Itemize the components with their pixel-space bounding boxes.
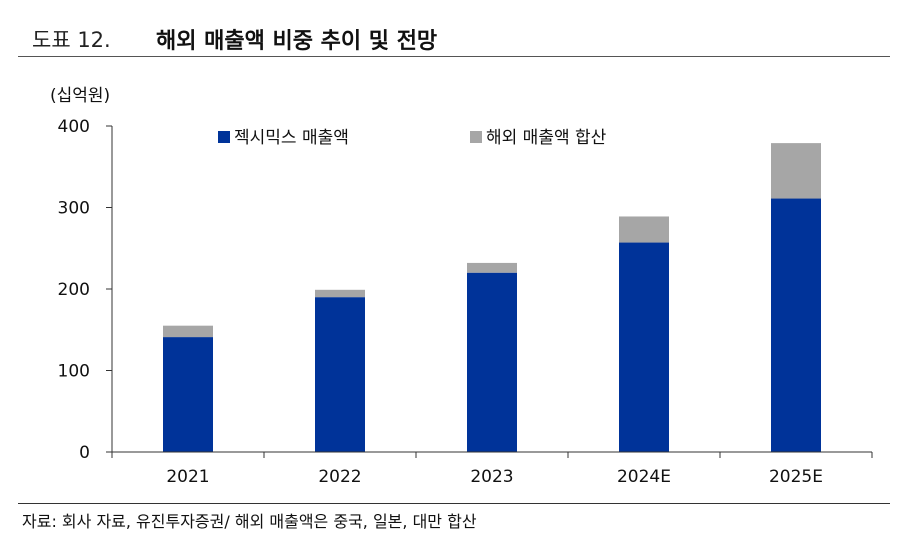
bar-series <box>163 143 821 452</box>
bar-overseas-2025E <box>771 143 821 199</box>
x-axis: 2021 2022 2023 2024E 2025E <box>111 451 873 487</box>
legend-label-overseas: 해외 매출액 합산 <box>486 128 607 148</box>
figure-label: 도표 12. <box>32 28 111 52</box>
chart-legend: 젝시믹스 매출액 해외 매출액 합산 <box>218 128 607 148</box>
x-tick-label: 2021 <box>166 467 209 487</box>
chart-header: 도표 12. 해외 매출액 비중 추이 및 전망 <box>18 18 890 54</box>
x-tick-label: 2023 <box>470 467 513 487</box>
y-tick-label: 0 <box>79 443 90 463</box>
y-axis-ticks: 0 100 200 300 400 <box>58 117 113 463</box>
bar-domestic-2023 <box>467 272 517 452</box>
footer-divider <box>18 503 890 504</box>
x-tick-label: 2024E <box>617 467 671 487</box>
bar-overseas-2023 <box>467 262 517 273</box>
legend-swatch-domestic <box>218 131 230 143</box>
header-divider <box>18 56 890 57</box>
bar-domestic-2025E <box>771 198 821 452</box>
y-tick-label: 200 <box>58 280 90 300</box>
chart-title: 해외 매출액 비중 추이 및 전망 <box>156 29 438 54</box>
source-note: 자료: 회사 자료, 유진투자증권/ 해외 매출액은 중국, 일본, 대만 합산 <box>22 512 477 531</box>
bar-overseas-2024E <box>619 216 669 243</box>
y-tick-label: 300 <box>58 199 90 219</box>
x-tick-label: 2025E <box>769 467 823 487</box>
x-tick-label: 2022 <box>318 467 361 487</box>
legend-swatch-overseas <box>470 131 482 143</box>
bar-overseas-2022 <box>315 289 365 298</box>
bar-domestic-2022 <box>315 297 365 452</box>
bar-overseas-2021 <box>163 325 213 338</box>
bar-domestic-2024E <box>619 242 669 452</box>
y-tick-label: 100 <box>58 362 90 382</box>
bar-domestic-2021 <box>163 337 213 452</box>
y-tick-label: 400 <box>58 117 90 137</box>
legend-label-domestic: 젝시믹스 매출액 <box>234 128 349 148</box>
y-unit-label: (십억원) <box>50 86 110 106</box>
